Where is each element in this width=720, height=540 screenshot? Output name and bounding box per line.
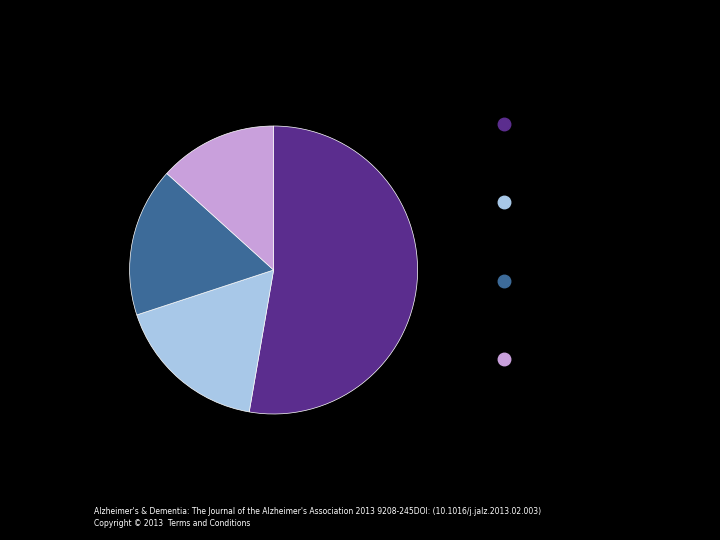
Text: Out of pocket: Out of pocket	[546, 262, 650, 277]
Text: $27 B, 13%: $27 B, 13%	[546, 379, 634, 394]
Text: $34 B, 17%: $34 B, 17%	[546, 300, 634, 315]
Text: Medicare: Medicare	[546, 105, 616, 120]
Text: Total cost: $203 Billion (B): Total cost: $203 Billion (B)	[106, 66, 332, 80]
Text: Alzheimer's & Dementia: The Journal of the Alzheimer's Association 2013 9208-245: Alzheimer's & Dementia: The Journal of t…	[94, 507, 541, 516]
Wedge shape	[249, 126, 418, 414]
Wedge shape	[137, 270, 274, 412]
Wedge shape	[167, 126, 274, 270]
Text: Other: Other	[546, 341, 590, 355]
Text: $107 B, 53%: $107 B, 53%	[546, 143, 644, 158]
Wedge shape	[130, 173, 274, 315]
Text: Copyright © 2013  Terms and Conditions: Copyright © 2013 Terms and Conditions	[94, 519, 250, 529]
Text: $35 B, 17%: $35 B, 17%	[546, 222, 634, 237]
Text: Fig. 10: Fig. 10	[335, 22, 385, 37]
Text: Medicaid: Medicaid	[546, 184, 615, 199]
